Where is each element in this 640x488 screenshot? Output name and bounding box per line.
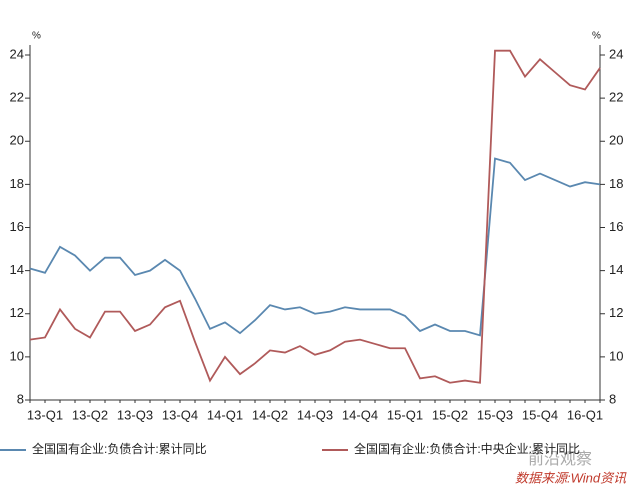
- y2-tick-label: 18: [609, 176, 623, 191]
- y2-tick-label: 20: [609, 133, 623, 148]
- x-tick-label: 13-Q2: [72, 407, 108, 422]
- y2-unit: %: [592, 31, 601, 42]
- x-tick-label: 13-Q1: [27, 407, 63, 422]
- series-line: [29, 157, 601, 337]
- series-line: [29, 49, 601, 384]
- y-tick-label: 10: [10, 348, 24, 363]
- y2-tick-label: 10: [609, 348, 623, 363]
- x-tick-label: 14-Q4: [342, 407, 378, 422]
- y2-tick-label: 8: [609, 391, 616, 406]
- y2-tick-label: 22: [609, 90, 623, 105]
- legend-label: 全国国有企业:负债合计:中央企业:累计同比: [354, 441, 580, 456]
- x-tick-label: 14-Q1: [207, 407, 243, 422]
- y2-tick-label: 12: [609, 305, 623, 320]
- y-tick-label: 20: [10, 133, 24, 148]
- y-tick-label: 24: [10, 46, 24, 61]
- y2-tick-label: 16: [609, 219, 623, 234]
- y2-tick-label: 14: [609, 262, 623, 277]
- source: 数据来源:Wind资讯: [515, 470, 627, 485]
- x-tick-label: 13-Q4: [162, 407, 198, 422]
- y-tick-label: 16: [10, 219, 24, 234]
- watermark: 前沿观察: [528, 450, 592, 468]
- y-tick-label: 18: [10, 176, 24, 191]
- x-tick-label: 14-Q3: [297, 407, 333, 422]
- x-tick-label: 15-Q4: [522, 407, 558, 422]
- legend-label: 全国国有企业:负债合计:累计同比: [32, 441, 207, 456]
- x-tick-label: 16-Q1: [567, 407, 603, 422]
- y-tick-label: 8: [17, 391, 24, 406]
- x-tick-label: 15-Q1: [387, 407, 423, 422]
- y-tick-label: 12: [10, 305, 24, 320]
- x-tick-label: 13-Q3: [117, 407, 153, 422]
- y-tick-label: 14: [10, 262, 24, 277]
- y-unit: %: [32, 31, 41, 42]
- x-tick-label: 15-Q3: [477, 407, 513, 422]
- x-tick-label: 14-Q2: [252, 407, 288, 422]
- y2-tick-label: 24: [609, 46, 623, 61]
- y-tick-label: 22: [10, 90, 24, 105]
- x-tick-label: 15-Q2: [432, 407, 468, 422]
